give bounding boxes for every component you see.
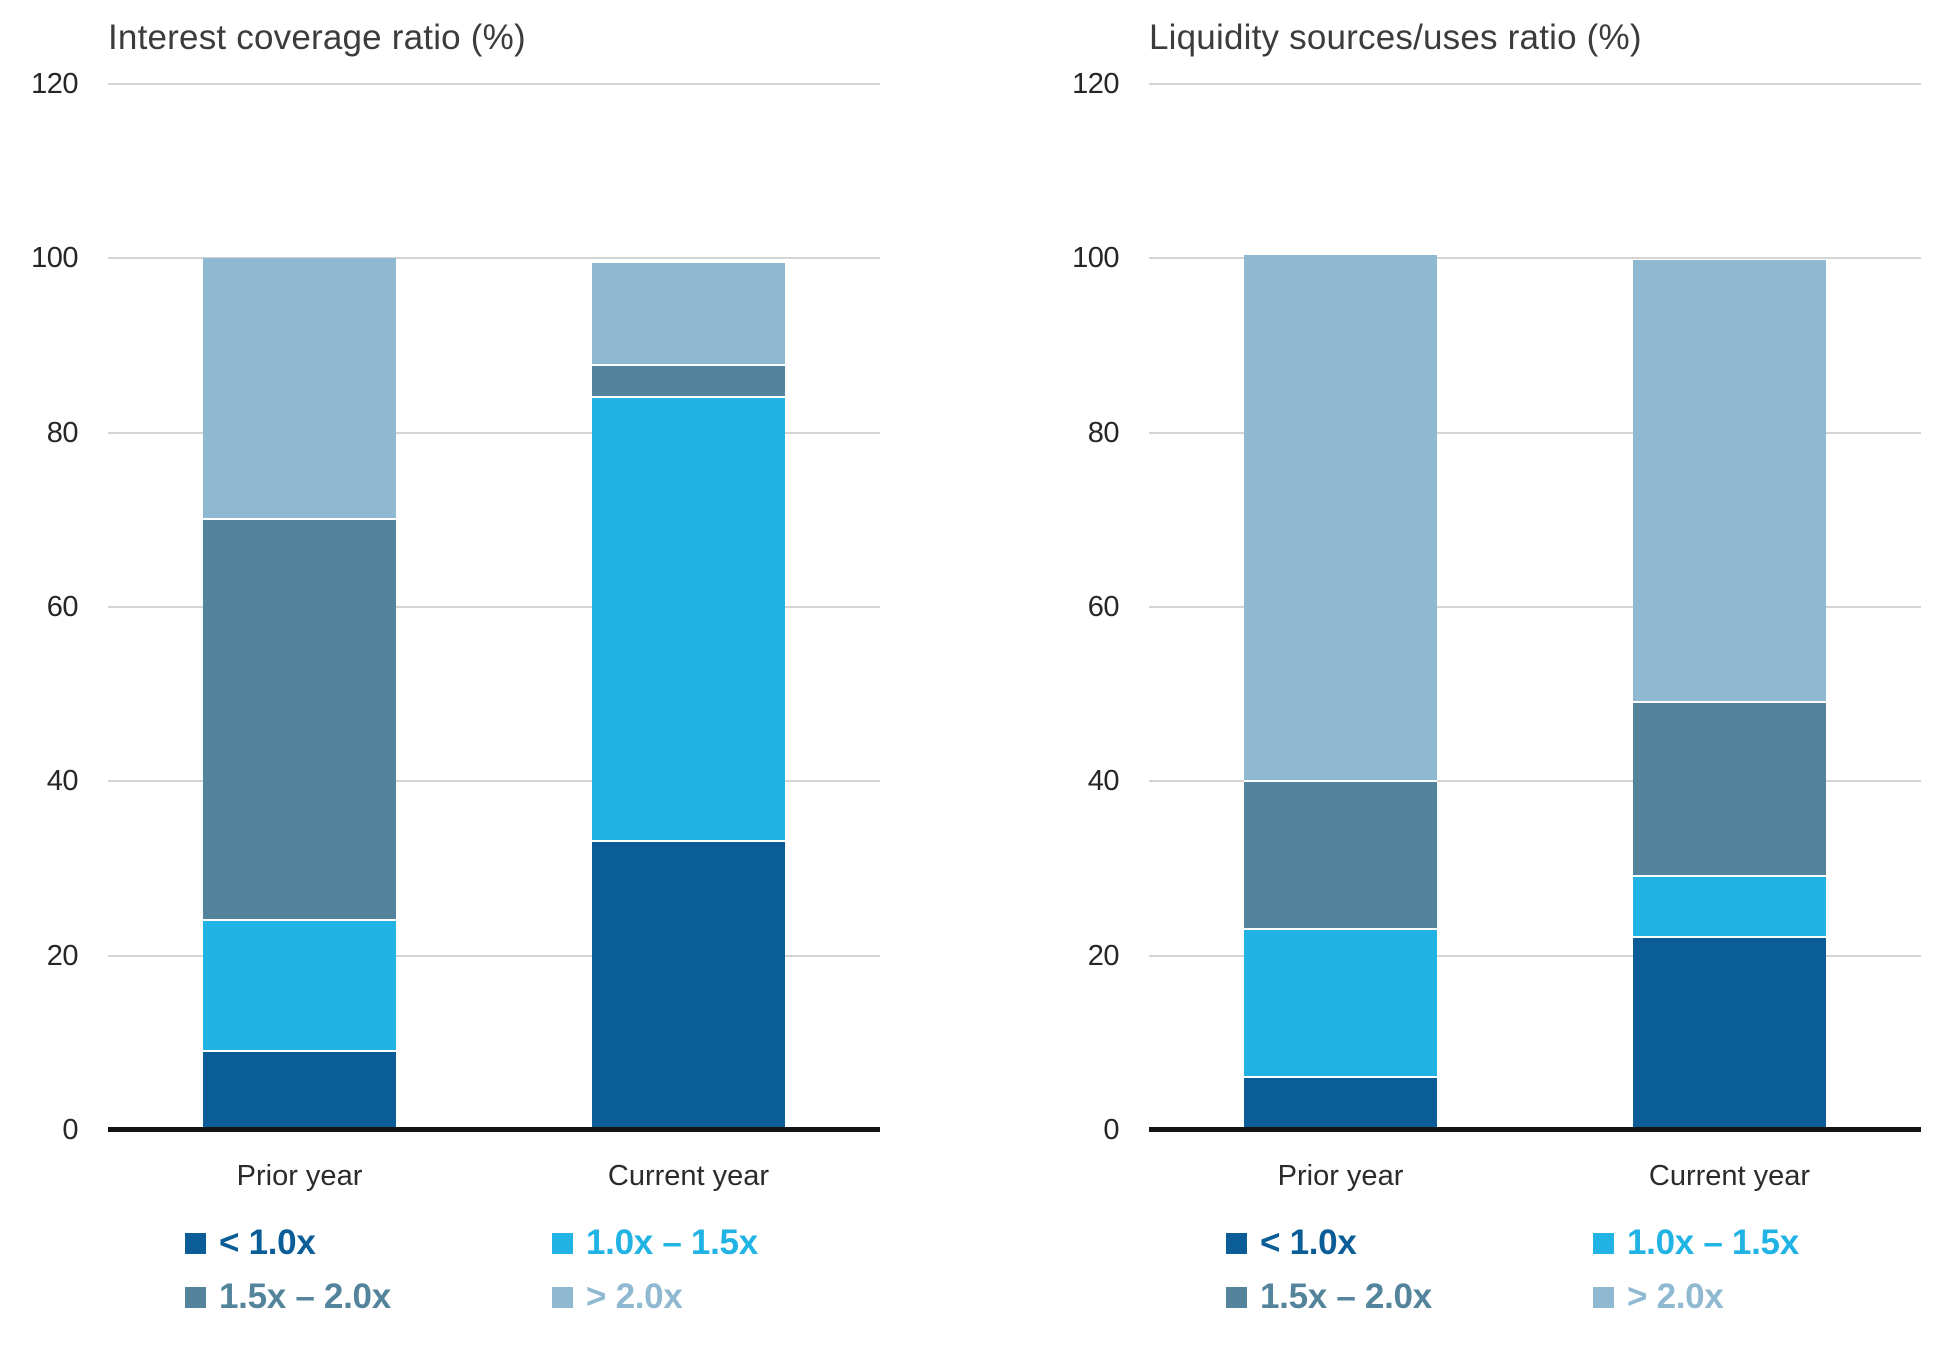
y-axis-tick-label: 60 bbox=[1087, 591, 1120, 623]
y-axis-tick-label: 100 bbox=[1072, 242, 1119, 275]
segment-1-0x-1-5x bbox=[1244, 930, 1437, 1078]
y-axis-tick-label: 20 bbox=[1087, 939, 1120, 972]
legend-label: < 1.0x bbox=[219, 1223, 316, 1262]
gridline-100 bbox=[108, 257, 880, 260]
legend-label: 1.5x – 2.0x bbox=[1260, 1277, 1432, 1316]
y-axis-tick-label: 0 bbox=[62, 1114, 78, 1146]
segment-1-0x-1-5x bbox=[592, 397, 785, 843]
category-label-prior-year: Prior year bbox=[236, 1160, 363, 1192]
legend-item-lt-1-0x: < 1.0x bbox=[1226, 1222, 1357, 1264]
bar-current-year bbox=[1633, 260, 1826, 1130]
legend-swatch-icon bbox=[1593, 1286, 1614, 1308]
bar-prior-year bbox=[1244, 254, 1437, 1130]
segment-gt-2-0x bbox=[203, 258, 396, 520]
y-axis-tick-label: 60 bbox=[46, 591, 79, 623]
legend-swatch-icon bbox=[552, 1232, 573, 1254]
segment-lt-1-0x bbox=[1633, 938, 1826, 1130]
y-axis-tick-label: 40 bbox=[1087, 765, 1120, 798]
legend-item-gt-2-0x: > 2.0x bbox=[552, 1276, 683, 1318]
segment-1-5x-2-0x bbox=[1633, 703, 1826, 877]
y-axis-tick-label: 120 bbox=[31, 68, 78, 100]
legend-item-1-0x-1-5x: 1.0x – 1.5x bbox=[552, 1222, 758, 1264]
legend-label: 1.5x – 2.0x bbox=[219, 1277, 391, 1316]
gridline-80 bbox=[1149, 431, 1921, 434]
legend-item-lt-1-0x: < 1.0x bbox=[185, 1222, 316, 1264]
segment-1-5x-2-0x bbox=[203, 520, 396, 921]
category-label-prior-year: Prior year bbox=[1277, 1160, 1404, 1192]
y-axis-tick-label: 80 bbox=[46, 416, 79, 449]
segment-1-0x-1-5x bbox=[1633, 877, 1826, 938]
chart-interest-coverage: Interest coverage ratio (%) 0 20 40 60 80 100… bbox=[31, 18, 880, 1318]
legend-swatch-icon bbox=[185, 1232, 206, 1254]
segment-1-5x-2-0x bbox=[1244, 782, 1437, 930]
segment-gt-2-0x bbox=[1633, 260, 1826, 703]
chart-title: Interest coverage ratio (%) bbox=[108, 18, 526, 57]
segment-1-0x-1-5x bbox=[203, 921, 396, 1052]
gridline-80 bbox=[108, 431, 880, 434]
x-axis-line bbox=[1149, 1127, 1921, 1132]
segment-1-5x-2-0x bbox=[592, 365, 785, 398]
gridline-40 bbox=[108, 780, 880, 783]
gridline-40 bbox=[1149, 780, 1921, 783]
legend-swatch-icon bbox=[1226, 1232, 1247, 1254]
x-axis-line bbox=[108, 1127, 880, 1132]
y-axis-tick-label: 0 bbox=[1103, 1114, 1119, 1146]
gridline-20 bbox=[1149, 954, 1921, 957]
legend-label: > 2.0x bbox=[1627, 1277, 1724, 1316]
legend-label: 1.0x – 1.5x bbox=[1627, 1223, 1799, 1262]
legend-swatch-icon bbox=[185, 1286, 206, 1308]
legend-item-gt-2-0x: > 2.0x bbox=[1593, 1276, 1724, 1318]
chart-title: Liquidity sources/uses ratio (%) bbox=[1149, 18, 1642, 57]
gridline-60 bbox=[108, 606, 880, 608]
segment-lt-1-0x bbox=[592, 842, 785, 1130]
y-axis-tick-label: 40 bbox=[46, 765, 79, 798]
legend-item-1-5x-2-0x: 1.5x – 2.0x bbox=[1226, 1276, 1432, 1318]
bar-current-year bbox=[592, 262, 785, 1130]
segment-gt-2-0x bbox=[592, 262, 785, 366]
bar-prior-year bbox=[203, 258, 396, 1130]
legend-label: 1.0x – 1.5x bbox=[586, 1223, 758, 1262]
gridline-120 bbox=[1149, 83, 1921, 85]
y-axis-tick-label: 20 bbox=[46, 939, 79, 972]
legend-item-1-5x-2-0x: 1.5x – 2.0x bbox=[185, 1276, 391, 1318]
category-label-current-year: Current year bbox=[1648, 1160, 1811, 1192]
legend-label: > 2.0x bbox=[586, 1277, 683, 1316]
gridline-100 bbox=[1149, 257, 1921, 260]
segment-lt-1-0x bbox=[1244, 1078, 1437, 1130]
gridline-120 bbox=[108, 83, 880, 85]
gridline-20 bbox=[108, 954, 880, 957]
y-axis-tick-label: 120 bbox=[1072, 68, 1119, 100]
segment-lt-1-0x bbox=[203, 1052, 396, 1130]
y-axis-tick-label: 100 bbox=[31, 242, 78, 275]
category-label-current-year: Current year bbox=[607, 1160, 770, 1192]
legend-swatch-icon bbox=[1593, 1232, 1614, 1254]
segment-gt-2-0x bbox=[1244, 255, 1437, 782]
legend-swatch-icon bbox=[552, 1286, 573, 1308]
chart-liquidity-sources-uses: Liquidity sources/uses ratio (%) 0 20 40 60… bbox=[971, 0, 1942, 1347]
y-axis-tick-label: 80 bbox=[1087, 416, 1120, 449]
gridline-60 bbox=[1149, 606, 1921, 608]
legend-label: < 1.0x bbox=[1260, 1223, 1357, 1262]
legend-item-1-0x-1-5x: 1.0x – 1.5x bbox=[1593, 1222, 1799, 1264]
legend-swatch-icon bbox=[1226, 1286, 1247, 1308]
